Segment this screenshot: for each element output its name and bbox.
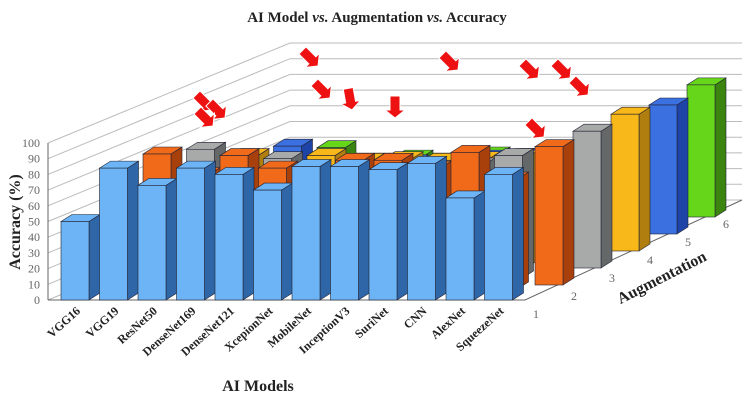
augmentation-tick-label: 1 bbox=[533, 307, 539, 321]
bar-XceptionNet-aug1 bbox=[252, 182, 294, 301]
bar-side bbox=[512, 166, 524, 301]
bar-front bbox=[291, 166, 321, 301]
bar-side bbox=[204, 160, 216, 301]
bar-side bbox=[435, 155, 447, 301]
bar-DenseNet169-aug1 bbox=[175, 160, 217, 301]
bar-front bbox=[253, 189, 282, 301]
highlight-arrow-icon bbox=[438, 50, 461, 73]
grid-line bbox=[47, 42, 742, 144]
bar-front bbox=[99, 167, 128, 301]
y-tick-label: 90 bbox=[28, 152, 40, 166]
bar-AlexNet-aug1 bbox=[444, 190, 487, 301]
bar-front bbox=[686, 84, 716, 218]
augmentation-tick-label: 6 bbox=[723, 217, 729, 231]
y-tick-label: 80 bbox=[28, 167, 40, 181]
category-label: SuriNet bbox=[352, 304, 391, 341]
bar-side bbox=[473, 190, 486, 301]
y-tick-label: 10 bbox=[28, 277, 40, 291]
bar-front bbox=[214, 174, 244, 301]
bar-side bbox=[676, 97, 689, 235]
grid-line bbox=[47, 58, 742, 160]
augmentation-tick-label: 3 bbox=[609, 271, 615, 285]
bar-front bbox=[176, 167, 205, 301]
highlight-arrow-icon bbox=[339, 86, 362, 111]
chart-title: AI Model vs. Augmentation vs. Accuracy bbox=[247, 10, 507, 26]
bar-DenseNet121-aug1 bbox=[213, 166, 256, 301]
bar-unlabeled-aug4 bbox=[609, 106, 652, 252]
bar-InceptionV3-aug1 bbox=[329, 159, 371, 301]
bar-side bbox=[358, 159, 370, 301]
highlight-arrow-icon bbox=[524, 117, 547, 140]
bar-side bbox=[562, 139, 575, 286]
bar-front bbox=[60, 221, 90, 301]
highlight-arrow-icon bbox=[568, 75, 591, 98]
category-label: CNN bbox=[401, 304, 430, 332]
bar-unlabeled-aug2 bbox=[533, 139, 576, 286]
bar-front bbox=[648, 104, 678, 235]
bar-side bbox=[88, 213, 101, 301]
grid-line bbox=[47, 89, 742, 191]
bar-side bbox=[319, 159, 332, 301]
bar-MobileNet-aug1 bbox=[290, 159, 333, 301]
bar-front bbox=[610, 113, 640, 252]
bar-side bbox=[638, 106, 651, 252]
bar-front bbox=[137, 185, 167, 301]
highlight-arrow-icon bbox=[518, 58, 541, 81]
bar-VGG16-aug1 bbox=[59, 213, 102, 301]
y-tick-label: 0 bbox=[34, 293, 40, 307]
bar-unlabeled-aug3 bbox=[571, 123, 614, 269]
bar-front bbox=[368, 169, 398, 301]
x-axis-title: AI Models bbox=[222, 378, 294, 395]
highlight-arrow-icon bbox=[310, 78, 333, 101]
category-labels: VGG16 VGG19ResNet50DenseNet169DenseNet121… bbox=[44, 304, 506, 359]
bar-VGG19-aug1 bbox=[98, 160, 140, 301]
bars bbox=[59, 77, 728, 301]
highlight-arrows bbox=[192, 46, 591, 140]
z-axis-title: Augmentation bbox=[615, 248, 710, 308]
bar-side bbox=[281, 182, 293, 301]
bar-CNN-aug1 bbox=[406, 155, 448, 301]
y-tick-label: 40 bbox=[28, 230, 40, 244]
augmentation-tick-label: 4 bbox=[647, 253, 653, 267]
bar-unlabeled-aug6 bbox=[685, 77, 728, 218]
bar-ResNet50-aug1 bbox=[136, 177, 179, 301]
highlight-arrow-icon bbox=[298, 46, 321, 69]
grid-line bbox=[47, 73, 742, 175]
bar-side bbox=[242, 166, 255, 301]
augmentation-tick-labels: 1 2 3 4 5 6 bbox=[533, 217, 729, 321]
bar-side bbox=[127, 160, 139, 301]
y-tick-label: 20 bbox=[28, 262, 40, 276]
bar-front bbox=[534, 146, 564, 286]
y-tick-label: 100 bbox=[22, 136, 40, 150]
highlight-arrow-icon bbox=[550, 58, 573, 81]
bar-SqueezeNet-aug1 bbox=[483, 166, 525, 301]
bar-front bbox=[572, 130, 602, 269]
bar-front bbox=[330, 166, 359, 301]
bar-front bbox=[484, 174, 513, 301]
highlight-arrow-icon bbox=[383, 95, 407, 119]
category-label: VGG16 bbox=[44, 304, 83, 341]
bar-side bbox=[165, 177, 178, 301]
y-tick-label: 70 bbox=[28, 183, 40, 197]
bar-unlabeled-aug5 bbox=[647, 97, 690, 235]
y-tick-label: 30 bbox=[28, 246, 40, 260]
bar-side bbox=[714, 77, 727, 218]
bar-side bbox=[396, 162, 409, 301]
y-tick-label: 50 bbox=[28, 215, 40, 229]
bar-side bbox=[600, 123, 613, 269]
y-axis-title: Accuracy (%) bbox=[7, 174, 24, 270]
y-tick-label: 60 bbox=[28, 199, 40, 213]
bar-SuriNet-aug1 bbox=[367, 162, 410, 301]
bar-front bbox=[445, 197, 475, 301]
bar-front bbox=[407, 163, 436, 301]
augmentation-tick-label: 2 bbox=[571, 289, 577, 303]
augmentation-tick-label: 5 bbox=[685, 235, 691, 249]
highlight-arrow-icon bbox=[193, 106, 216, 129]
